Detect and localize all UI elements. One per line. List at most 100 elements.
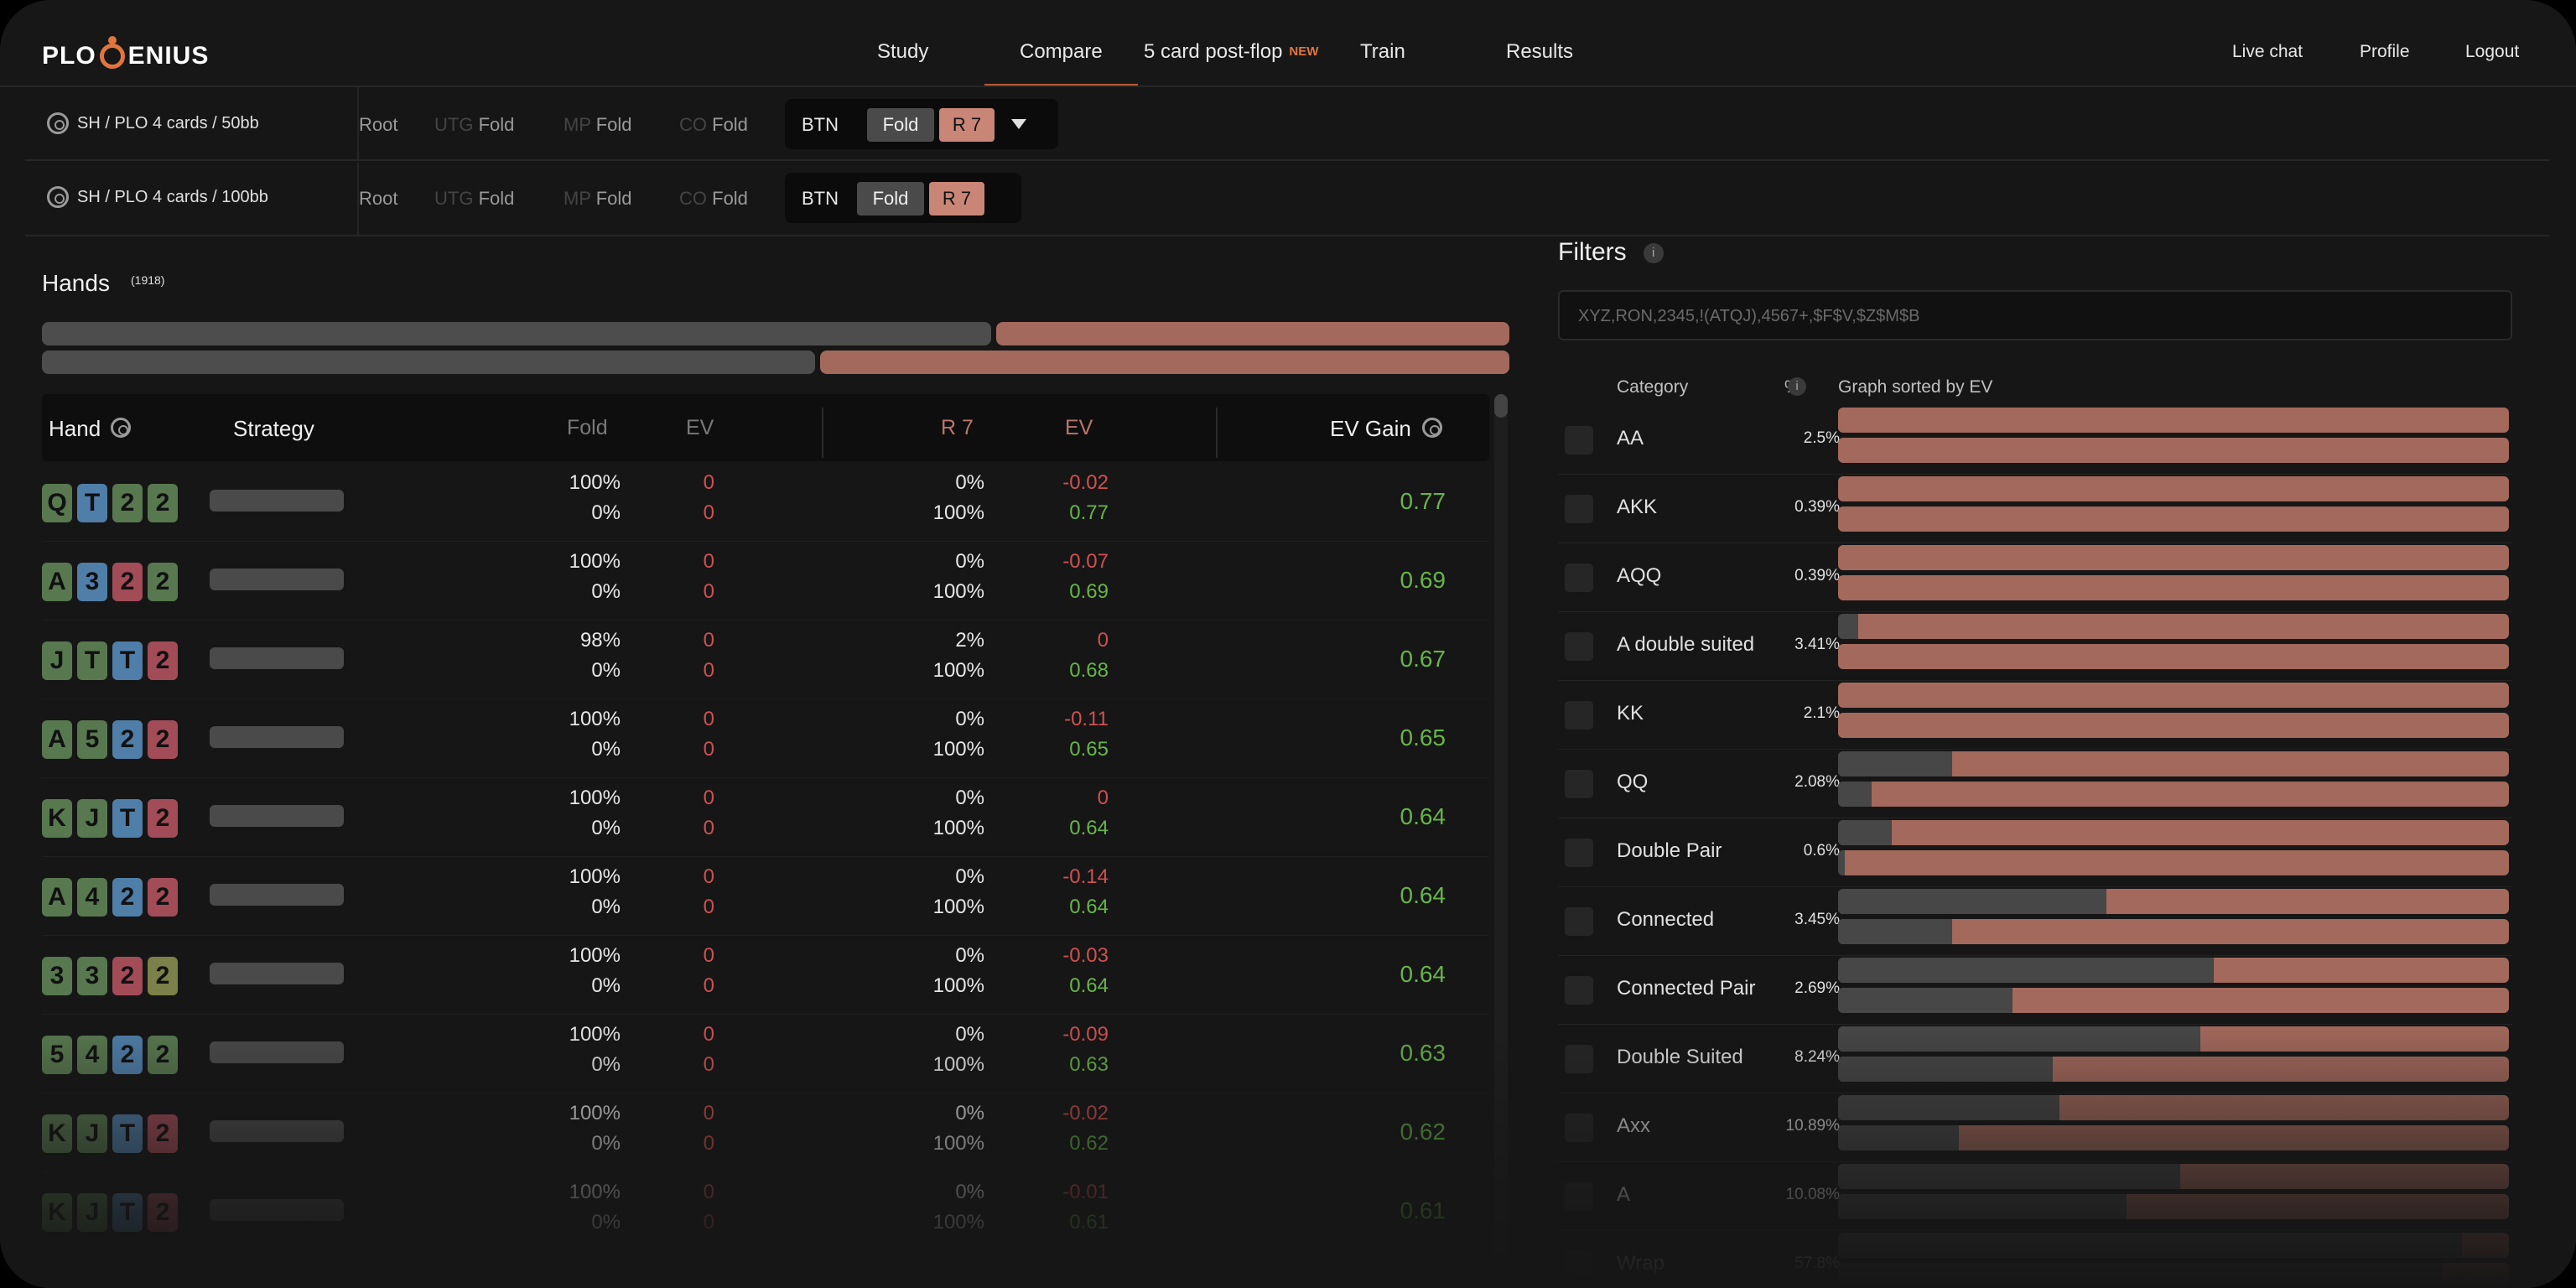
playing-card: 2 xyxy=(148,484,178,522)
crumb-co[interactable]: CO Fold xyxy=(679,188,748,210)
filter-category-row[interactable]: Connected 3.45% xyxy=(1558,887,2512,956)
fold-action-button[interactable]: Fold xyxy=(857,182,924,216)
crumb-mp-action: Fold xyxy=(595,114,632,135)
col-ev-gain[interactable]: EV Gain xyxy=(1330,416,1411,441)
raise-ev: 0.68 xyxy=(1069,659,1109,682)
category-checkbox[interactable] xyxy=(1565,426,1593,454)
fold-freq: 0% xyxy=(591,659,621,682)
playing-card: A xyxy=(42,563,72,601)
fold-freq: 0% xyxy=(591,501,621,524)
table-row[interactable]: J T T 2 98% 0% 0 0 2% 100% 0 0.68 0.67 xyxy=(42,621,1489,699)
fold-ev: 0 xyxy=(703,580,714,603)
category-checkbox[interactable] xyxy=(1565,770,1593,798)
category-checkbox[interactable] xyxy=(1565,839,1593,867)
nav-compare[interactable]: Compare xyxy=(984,40,1138,86)
position-label: BTN xyxy=(802,188,839,209)
category-checkbox[interactable] xyxy=(1565,907,1593,936)
raise-freq: 100% xyxy=(932,817,984,839)
table-row[interactable]: A 4 2 2 100% 0% 0 0 0% 100% -0.14 0.64 0.64 xyxy=(42,857,1489,936)
position-label: BTN xyxy=(802,114,839,135)
filters-title-text: Filters xyxy=(1558,238,1627,266)
category-checkbox[interactable] xyxy=(1565,976,1593,1005)
raise-ev: 0 xyxy=(1097,629,1109,652)
raise-freq: 100% xyxy=(932,896,984,918)
config-label[interactable]: SH / PLO 4 cards / 100bb xyxy=(77,188,268,206)
playing-card: 2 xyxy=(112,957,143,995)
crumb-utg[interactable]: UTG Fold xyxy=(434,188,514,210)
ev-gain-settings-gear-icon[interactable] xyxy=(1422,418,1442,438)
divider xyxy=(822,408,823,458)
settings-gear-icon[interactable] xyxy=(47,186,69,208)
nav-study[interactable]: Study xyxy=(877,40,929,63)
col-category: Category xyxy=(1617,377,1689,397)
playing-card: J xyxy=(42,641,72,680)
fold-ev: 0 xyxy=(703,501,714,524)
fold-freq: 0% xyxy=(591,896,621,918)
raise-action-button[interactable]: R 7 xyxy=(929,182,984,216)
nav-5card-postflop[interactable]: 5 card post-flop NEW xyxy=(1144,40,1318,64)
filter-category-row[interactable]: AA 2.5% xyxy=(1558,406,2512,475)
filter-category-row[interactable]: Double Pair 0.6% xyxy=(1558,818,2512,887)
filter-category-row[interactable]: Connected Pair 2.69% xyxy=(1558,956,2512,1025)
category-pct: 2.1% xyxy=(1803,704,1840,722)
top-nav-bar: PLO ENIUS Study Compare 5 card post-flop N… xyxy=(0,0,2576,87)
raise-freq: 100% xyxy=(932,580,984,603)
crumb-mp-label: MP xyxy=(564,114,591,135)
chevron-down-icon[interactable] xyxy=(1011,119,1026,129)
crumb-utg[interactable]: UTG Fold xyxy=(434,114,514,136)
col-hand[interactable]: Hand xyxy=(49,416,101,441)
crumb-mp[interactable]: MP Fold xyxy=(564,114,632,136)
crumb-co[interactable]: CO Fold xyxy=(679,114,748,136)
divider xyxy=(357,163,359,236)
filter-category-row[interactable]: AKK 0.39% xyxy=(1558,475,2512,543)
profile-link[interactable]: Profile xyxy=(2360,42,2410,61)
ev-graph-bar xyxy=(1838,683,2509,708)
table-row[interactable]: K J T 2 100% 0% 0 0 0% 100% 0 0.64 0.64 xyxy=(42,778,1489,857)
playing-card: 3 xyxy=(77,957,107,995)
raise-action-button[interactable]: R 7 xyxy=(939,108,995,142)
category-pct: 0.6% xyxy=(1803,842,1840,860)
playing-card: T xyxy=(112,641,143,680)
table-row[interactable]: Q T 2 2 100% 0% 0 0 0% 100% -0.02 0.77 0.77 xyxy=(42,463,1489,542)
filter-category-row[interactable]: AQQ 0.39% xyxy=(1558,543,2512,612)
hand-settings-gear-icon[interactable] xyxy=(111,418,131,438)
nav-results[interactable]: Results xyxy=(1506,40,1574,63)
filter-category-row[interactable]: A double suited 3.41% xyxy=(1558,612,2512,681)
info-icon[interactable]: i xyxy=(1643,243,1664,263)
logo[interactable]: PLO ENIUS xyxy=(42,36,210,70)
crumb-mp-label: MP xyxy=(564,188,591,209)
filter-category-row[interactable]: KK 2.1% xyxy=(1558,681,2512,750)
strategy-bar xyxy=(210,805,344,827)
ev-graph-bar xyxy=(1838,751,2509,776)
ev-graph-bar xyxy=(1838,545,2509,570)
crumb-mp[interactable]: MP Fold xyxy=(564,188,632,210)
table-row[interactable]: A 3 2 2 100% 0% 0 0 0% 100% -0.07 0.69 0.69 xyxy=(42,542,1489,621)
filter-category-row[interactable]: QQ 2.08% xyxy=(1558,750,2512,818)
category-checkbox[interactable] xyxy=(1565,564,1593,592)
nav-train[interactable]: Train xyxy=(1360,40,1405,63)
raise-freq: 100% xyxy=(932,501,984,524)
category-checkbox[interactable] xyxy=(1565,495,1593,523)
live-chat-link[interactable]: Live chat xyxy=(2232,42,2303,61)
category-pct: 2.69% xyxy=(1794,979,1840,997)
category-checkbox[interactable] xyxy=(1565,701,1593,730)
ev-graph-fold-segment xyxy=(1838,958,2214,983)
table-row[interactable]: A 5 2 2 100% 0% 0 0 0% 100% -0.11 0.65 0.65 xyxy=(42,699,1489,778)
hands-count: (1918) xyxy=(131,273,165,287)
logout-link[interactable]: Logout xyxy=(2465,42,2520,61)
table-row[interactable]: 3 3 2 2 100% 0% 0 0 0% 100% -0.03 0.64 0.64 xyxy=(42,936,1489,1015)
crumb-utg-action: Fold xyxy=(478,188,515,209)
category-pct: 2.08% xyxy=(1794,773,1840,791)
config-label[interactable]: SH / PLO 4 cards / 50bb xyxy=(77,114,259,132)
summary-fold-bar xyxy=(42,351,815,374)
settings-gear-icon[interactable] xyxy=(47,112,69,134)
raise-freq: 2% xyxy=(955,629,984,652)
info-icon[interactable]: i xyxy=(1788,377,1806,396)
category-checkbox[interactable] xyxy=(1565,632,1593,661)
fold-action-button[interactable]: Fold xyxy=(867,108,934,142)
filter-query-input[interactable]: XYZ,RON,2345,!(ATQJ),4567+,$F$V,$Z$M$B xyxy=(1558,290,2512,340)
playing-card: 2 xyxy=(148,799,178,838)
crumb-root[interactable]: Root xyxy=(359,114,398,135)
crumb-root[interactable]: Root xyxy=(359,188,398,209)
raise-ev: -0.11 xyxy=(1064,708,1109,730)
